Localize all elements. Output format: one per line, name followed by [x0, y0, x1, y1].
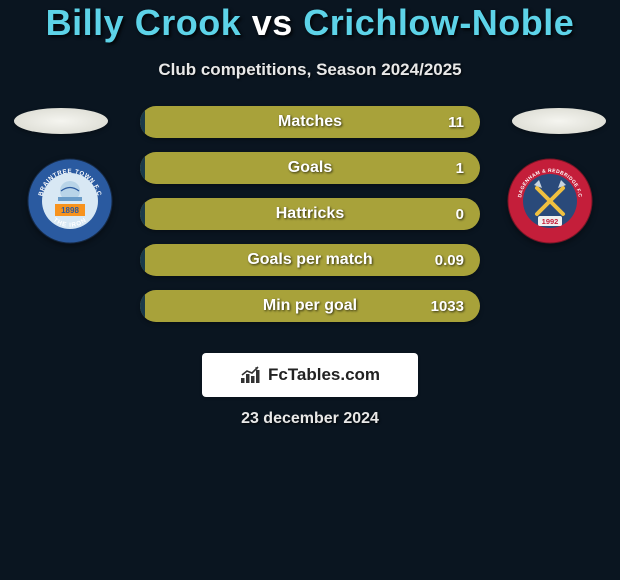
stat-row-hattricks: Hattricks 0 — [140, 198, 480, 230]
stat-bars: Matches 11 Goals 1 Hattricks 0 Goals per… — [140, 106, 480, 336]
brand-text: FcTables.com — [268, 365, 380, 385]
subtitle: Club competitions, Season 2024/2025 — [0, 60, 620, 80]
stat-row-mpg: Min per goal 1033 — [140, 290, 480, 322]
stat-value: 0.09 — [435, 252, 464, 269]
stat-label: Min per goal — [140, 297, 480, 315]
page-title: Billy Crook vs Crichlow-Noble — [0, 2, 620, 44]
brand-chart-icon — [240, 366, 262, 384]
brand-badge: FcTables.com — [202, 353, 418, 397]
svg-text:1992: 1992 — [542, 217, 559, 226]
vs-text: vs — [252, 2, 293, 43]
svg-text:1898: 1898 — [61, 206, 79, 215]
player1-oval — [14, 108, 108, 134]
club-crest-right: DAGENHAM & REDBRIDGE F.C 1992 — [507, 158, 593, 244]
stat-row-goals: Goals 1 — [140, 152, 480, 184]
stat-value: 0 — [456, 206, 464, 223]
stat-label: Goals per match — [140, 251, 480, 269]
comparison-card: Billy Crook vs Crichlow-Noble Club compe… — [0, 0, 620, 580]
stat-row-gpm: Goals per match 0.09 — [140, 244, 480, 276]
stat-value: 1033 — [431, 298, 464, 315]
stat-value: 11 — [448, 114, 464, 131]
stat-label: Goals — [140, 159, 480, 177]
player2-oval — [512, 108, 606, 134]
player1-name: Billy Crook — [46, 2, 242, 43]
date-text: 23 december 2024 — [0, 410, 620, 428]
stat-value: 1 — [456, 160, 464, 177]
stat-row-matches: Matches 11 — [140, 106, 480, 138]
player2-name: Crichlow-Noble — [303, 2, 574, 43]
stat-label: Matches — [140, 113, 480, 131]
club-crest-left: BRAINTREE TOWN F.C THE IRON 1898 — [27, 158, 113, 244]
stats-area: BRAINTREE TOWN F.C THE IRON 1898 — [0, 108, 620, 328]
stat-label: Hattricks — [140, 205, 480, 223]
